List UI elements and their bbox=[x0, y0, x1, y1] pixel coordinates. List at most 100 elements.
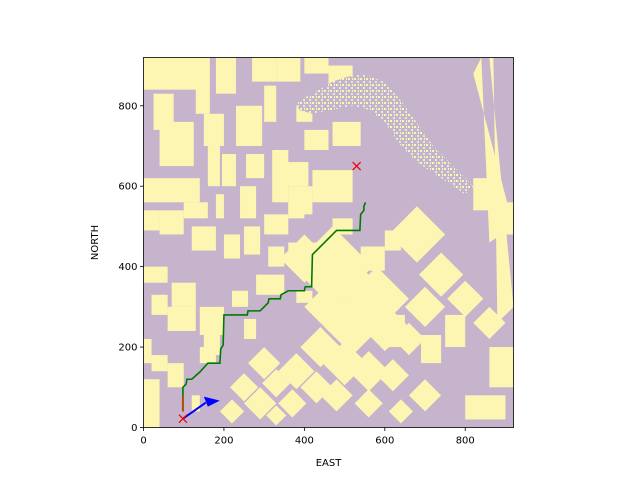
obstacle-block bbox=[143, 379, 160, 428]
planned-path-line bbox=[182, 201, 367, 412]
obstacle-block bbox=[223, 234, 241, 259]
obstacle-block bbox=[215, 57, 236, 94]
obstacle-block bbox=[296, 290, 313, 303]
obstacle-block bbox=[143, 266, 168, 283]
obstacle-block bbox=[151, 355, 168, 372]
obstacle-block-diagonal bbox=[324, 298, 381, 356]
y-tick-label: 200 bbox=[118, 343, 137, 354]
obstacle-block bbox=[264, 85, 277, 122]
obstacle-block-diagonal bbox=[392, 322, 426, 356]
heading-arrow-shaft bbox=[182, 401, 207, 420]
obstacle-block bbox=[312, 170, 329, 203]
obstacle-block-diagonal bbox=[229, 373, 259, 402]
obstacle-block bbox=[465, 395, 506, 420]
obstacle-block-diagonal bbox=[408, 379, 442, 412]
obstacle-block bbox=[268, 246, 285, 267]
obstacle-block bbox=[489, 347, 514, 388]
obstacle-block-diagonal bbox=[354, 389, 383, 418]
obstacle-block bbox=[167, 363, 184, 388]
obstacle-block bbox=[221, 154, 236, 187]
obstacle-block-diagonal bbox=[244, 387, 277, 420]
y-tick-label: 800 bbox=[118, 101, 137, 112]
obstacle-block-diagonal bbox=[219, 399, 245, 424]
obstacle-block bbox=[246, 154, 265, 179]
goal-marker bbox=[352, 161, 362, 171]
obstacle-block bbox=[153, 93, 174, 130]
obstacle-block-diagonal bbox=[447, 280, 484, 317]
obstacle-block-diagonal bbox=[404, 286, 446, 327]
obstacle-block bbox=[191, 226, 216, 251]
obstacle-band bbox=[489, 57, 514, 323]
obstacle-block bbox=[167, 306, 196, 331]
x-tick-label: 0 bbox=[140, 436, 146, 447]
obstacle-block bbox=[195, 57, 210, 114]
axes-frame bbox=[143, 57, 514, 428]
obstacle-block-diagonal bbox=[388, 206, 446, 263]
obstacle-block bbox=[252, 57, 277, 82]
obstacle-block bbox=[304, 129, 329, 150]
obstacle-block bbox=[199, 347, 216, 364]
marker-stroke bbox=[178, 414, 188, 424]
obstacle-block bbox=[215, 194, 224, 219]
obstacle-block bbox=[421, 335, 442, 364]
obstacle-block-diagonal bbox=[376, 359, 409, 392]
obstacle-block bbox=[304, 57, 329, 74]
marker-layer bbox=[178, 161, 362, 424]
obstacle-layer bbox=[143, 57, 514, 428]
heading-arrow-head bbox=[203, 396, 220, 407]
obstacle-block bbox=[264, 214, 289, 235]
obstacle-block-diagonal bbox=[278, 389, 307, 418]
obstacle-block bbox=[183, 202, 208, 219]
obstacle-band bbox=[473, 57, 514, 243]
obstacle-block bbox=[332, 121, 361, 146]
obstacle-block bbox=[207, 145, 220, 187]
obstacle-block bbox=[231, 290, 249, 307]
obstacle-block bbox=[143, 210, 160, 231]
x-tick-label: 200 bbox=[214, 436, 233, 447]
obstacle-block bbox=[151, 294, 168, 315]
obstacle-block bbox=[244, 318, 257, 340]
y-axis-label: NORTH bbox=[90, 225, 101, 260]
tree-cluster-layer bbox=[296, 73, 474, 195]
obstacle-block-diagonal bbox=[266, 405, 287, 426]
x-axis-label: EAST bbox=[316, 458, 343, 469]
obstacle-block bbox=[256, 274, 285, 295]
obstacle-block bbox=[328, 170, 353, 203]
obstacle-block bbox=[159, 121, 194, 167]
obstacle-block bbox=[236, 105, 263, 146]
obstacle-block bbox=[203, 113, 224, 146]
obstacle-block bbox=[199, 306, 224, 335]
obstacle-block bbox=[159, 210, 184, 235]
obstacle-block bbox=[143, 57, 198, 90]
obstacle-block bbox=[171, 282, 196, 307]
start-marker bbox=[178, 414, 188, 424]
obstacle-block-diagonal bbox=[418, 252, 464, 297]
obstacle-block-diagonal bbox=[262, 369, 291, 398]
x-axis-ticks: 0 200 400 600 800 bbox=[140, 427, 475, 447]
obstacle-block bbox=[284, 162, 309, 187]
obstacle-block bbox=[240, 186, 257, 219]
obstacle-block bbox=[143, 339, 152, 364]
obstacle-block bbox=[191, 395, 200, 412]
obstacle-block-diagonal bbox=[278, 353, 315, 390]
obstacle-block bbox=[445, 314, 466, 348]
marker-stroke bbox=[352, 161, 362, 171]
obstacle-block bbox=[276, 57, 301, 82]
plot-area bbox=[143, 57, 514, 428]
obstacle-block-diagonal bbox=[348, 351, 389, 392]
y-tick-label: 400 bbox=[118, 262, 137, 273]
obstacle-block bbox=[288, 202, 305, 219]
tree-cluster bbox=[296, 73, 474, 195]
x-tick-label: 800 bbox=[456, 436, 475, 447]
obstacle-block bbox=[143, 178, 200, 203]
y-tick-label: 0 bbox=[131, 423, 137, 434]
x-tick-label: 400 bbox=[295, 436, 314, 447]
obstacle-block-diagonal bbox=[388, 399, 413, 424]
obstacle-block-diagonal bbox=[248, 347, 281, 380]
obstacle-block bbox=[244, 226, 261, 255]
obstacle-block-diagonal bbox=[320, 379, 353, 412]
planned-path-layer bbox=[182, 201, 367, 412]
y-tick-label: 600 bbox=[118, 182, 137, 193]
y-axis-ticks: 0 200 400 600 800 bbox=[118, 101, 144, 434]
